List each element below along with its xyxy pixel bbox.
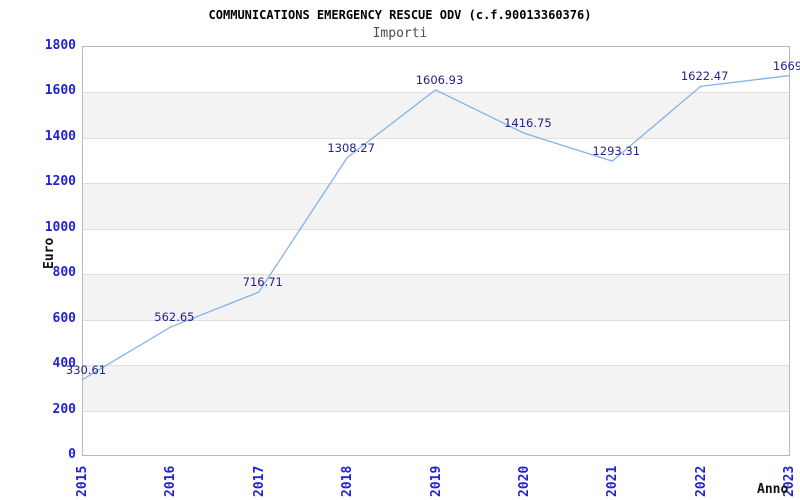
x-axis-title: Anno — [757, 482, 789, 497]
y-tick-label: 1200 — [44, 174, 76, 190]
data-point-label: 330.61 — [65, 362, 107, 377]
data-point-label: 1606.93 — [415, 72, 464, 87]
plot-band — [83, 274, 789, 320]
plot-band — [83, 183, 789, 229]
x-tick-label: 2021 — [605, 465, 621, 497]
importi-line — [81, 75, 790, 381]
gridline — [83, 183, 789, 185]
data-point-label: 716.71 — [242, 275, 283, 290]
plot-band — [83, 92, 789, 138]
y-axis-title: Euro — [42, 237, 57, 269]
x-tick-label: 2016 — [163, 465, 179, 497]
chart-subtitle: Importi — [372, 26, 428, 41]
x-tick-label: 2019 — [428, 465, 444, 497]
data-point-label: 1669.3 — [772, 58, 800, 73]
plot-area — [82, 46, 790, 456]
gridline — [83, 137, 789, 139]
line-series — [81, 75, 790, 381]
data-point-label: 1622.47 — [680, 69, 729, 84]
gridline — [83, 365, 789, 367]
gridline — [83, 410, 789, 412]
y-tick-label: 1000 — [44, 219, 76, 235]
y-tick-label: 800 — [52, 265, 76, 281]
x-tick-label: 2018 — [340, 465, 356, 497]
gridline — [83, 274, 789, 276]
y-tick-label: 1600 — [44, 83, 76, 99]
gridline — [83, 319, 789, 321]
plot-band — [83, 365, 789, 411]
gridline — [83, 228, 789, 230]
data-point-label: 1293.31 — [592, 144, 641, 159]
y-tick-label: 0 — [68, 447, 76, 462]
data-point-label: 1308.27 — [327, 140, 375, 155]
data-point-label: 1416.75 — [504, 116, 552, 131]
x-tick-label: 2022 — [693, 465, 709, 497]
x-tick-label: 2017 — [251, 465, 267, 497]
y-tick-label: 600 — [52, 310, 76, 326]
x-tick-label: 2015 — [75, 465, 90, 497]
y-tick-label: 200 — [52, 401, 76, 417]
data-point-label: 562.65 — [154, 310, 195, 325]
y-tick-label: 1800 — [44, 38, 76, 53]
y-tick-label: 1400 — [44, 128, 76, 144]
y-tick-label: 400 — [52, 356, 76, 372]
chart-title: COMMUNICATIONS EMERGENCY RESCUE ODV (c.f… — [208, 8, 592, 22]
x-tick-label: 2020 — [516, 465, 532, 497]
gridline — [83, 92, 789, 94]
